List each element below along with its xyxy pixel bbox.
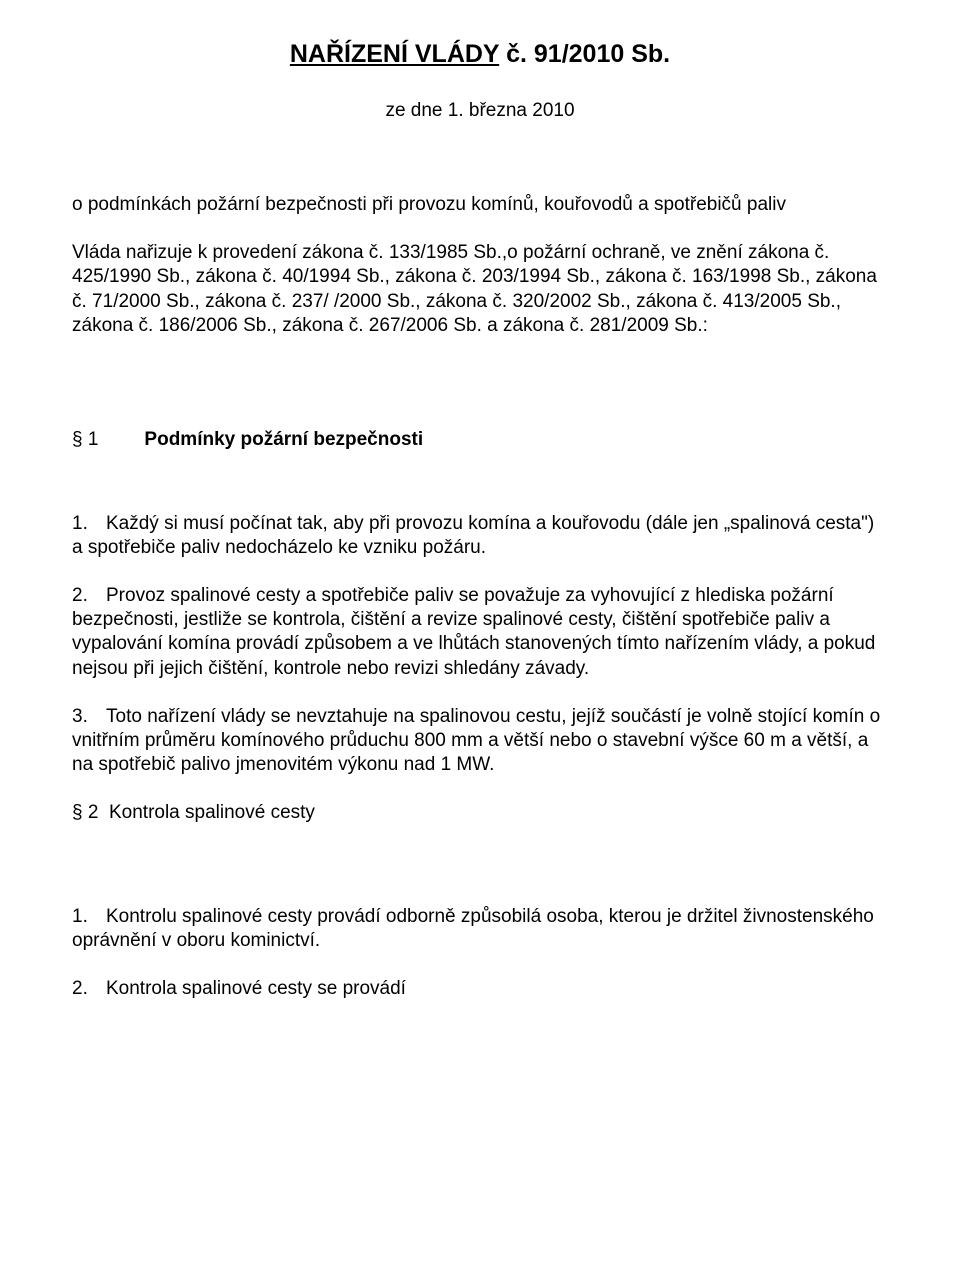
intro-paragraph-1: o podmínkách požární bezpečnosti při pro… — [72, 193, 888, 217]
item-number: 3. — [72, 705, 92, 729]
section-2-mark: § 2 — [72, 802, 98, 823]
item-number: 2. — [72, 584, 92, 608]
item-text: Toto nařízení vlády se nevztahuje na spa… — [72, 706, 880, 775]
document-title: NAŘÍZENÍ VLÁDY č. 91/2010 Sb. — [72, 40, 888, 69]
section-1-mark: § 1 — [72, 428, 98, 452]
item-text: Provoz spalinové cesty a spotřebiče pali… — [72, 585, 875, 678]
list-item: 1.Kontrolu spalinové cesty provádí odbor… — [72, 905, 888, 953]
list-item: 1.Každý si musí počínat tak, aby při pro… — [72, 512, 888, 560]
item-text: Kontrolu spalinové cesty provádí odborně… — [72, 906, 874, 951]
item-number: 1. — [72, 905, 92, 929]
section-1-heading: § 1 Podmínky požární bezpečnosti — [72, 428, 888, 452]
list-item: 2. Kontrola spalinové cesty se provádí — [72, 977, 888, 1001]
item-number: 1. — [72, 512, 92, 536]
intro-paragraph-2: Vláda nařizuje k provedení zákona č. 133… — [72, 241, 888, 338]
list-item: 3.Toto nařízení vlády se nevztahuje na s… — [72, 705, 888, 777]
list-item: 2.Provoz spalinové cesty a spotřebiče pa… — [72, 584, 888, 681]
page: NAŘÍZENÍ VLÁDY č. 91/2010 Sb. ze dne 1. … — [0, 0, 960, 1285]
date-line: ze dne 1. března 2010 — [72, 99, 888, 123]
title-main: NAŘÍZENÍ VLÁDY — [290, 40, 499, 68]
section-1-title: Podmínky požární bezpečnosti — [144, 429, 423, 450]
item-text: Každý si musí počínat tak, aby při provo… — [72, 513, 874, 558]
item-text: Kontrola spalinové cesty se provádí — [106, 978, 406, 999]
item-number: 2. — [72, 977, 92, 1001]
section-2-heading: § 2 Kontrola spalinové cesty — [72, 801, 888, 825]
section-2-title: Kontrola spalinové cesty — [109, 802, 315, 823]
title-suffix: č. 91/2010 Sb. — [499, 40, 670, 68]
